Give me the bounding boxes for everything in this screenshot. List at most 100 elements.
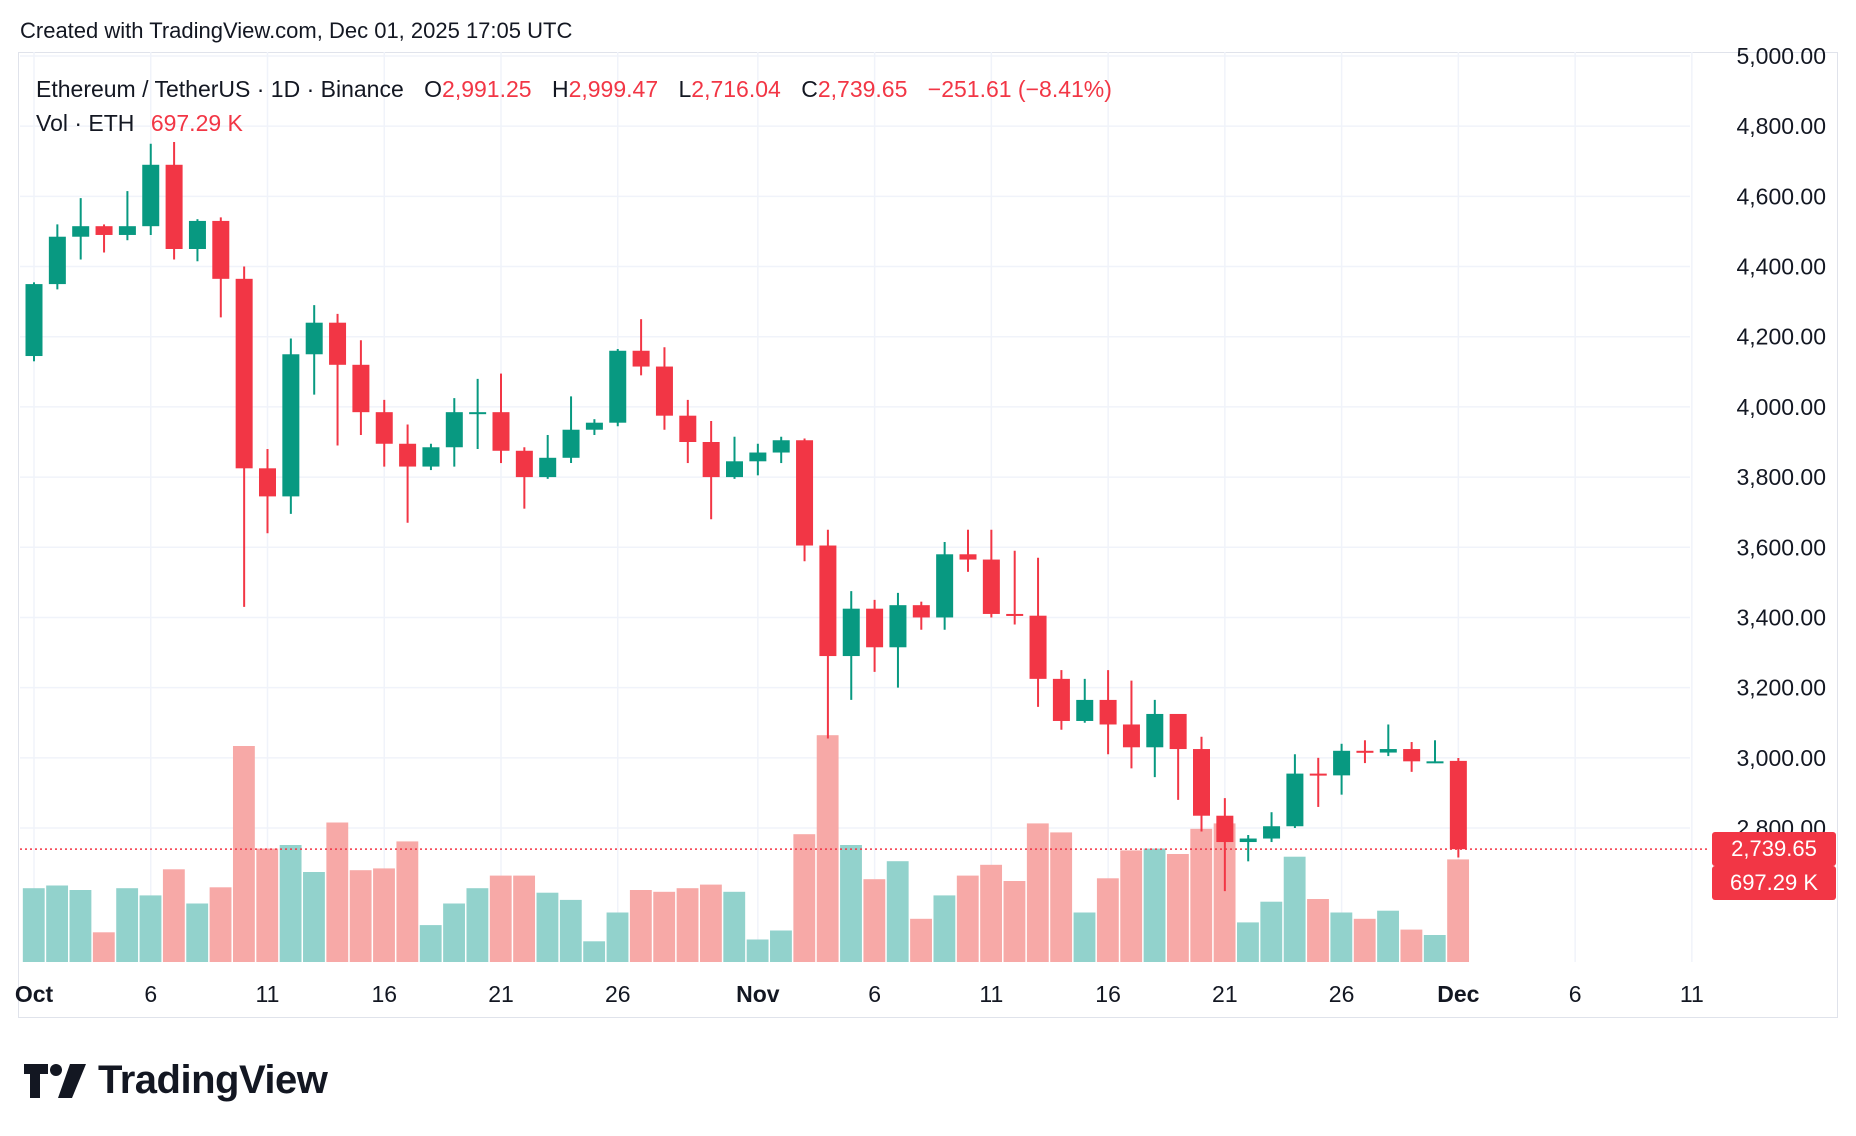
candle — [95, 224, 113, 253]
volume-bar — [1143, 848, 1166, 962]
candle — [772, 436, 790, 464]
brand[interactable]: TradingView — [24, 1058, 328, 1103]
volume-bar — [606, 912, 629, 962]
volume-bar — [840, 845, 862, 962]
volume-bar — [396, 841, 419, 962]
volume-bar — [699, 884, 722, 962]
time-tick-label: 11 — [979, 981, 1003, 1007]
time-tick-label: Oct — [15, 981, 54, 1007]
time-tick-label: 26 — [605, 981, 631, 1007]
candle — [142, 143, 160, 235]
price-tick-label: 4,200.00 — [1736, 324, 1826, 350]
volume-bar — [279, 845, 302, 962]
candle — [515, 447, 533, 509]
candle — [842, 591, 860, 700]
candle — [1052, 670, 1070, 730]
last-volume-tag: 697.29 K — [1712, 866, 1836, 900]
time-tick-label: 26 — [1329, 981, 1355, 1007]
candle — [702, 420, 720, 520]
candle-body — [399, 443, 417, 467]
last-price-tag: 2,739.65 — [1712, 832, 1836, 866]
volume-bar — [676, 888, 699, 962]
price-tick-label: 4,600.00 — [1736, 183, 1826, 209]
candle-body — [1122, 724, 1140, 748]
candle — [72, 198, 90, 260]
candle-body — [842, 608, 860, 657]
price-tick-label: 4,400.00 — [1736, 254, 1826, 280]
candle — [1426, 740, 1444, 764]
volume-bar — [162, 869, 185, 962]
candle-body — [609, 350, 627, 423]
price-tick-label: 3,000.00 — [1736, 745, 1826, 771]
candle — [48, 224, 66, 290]
volume-bar — [69, 890, 92, 962]
candle — [1099, 670, 1117, 755]
candle-body — [48, 236, 66, 285]
volume-bar — [1190, 828, 1213, 962]
candle-body — [772, 440, 790, 453]
volume-bar — [1260, 901, 1283, 962]
volume-bar — [1353, 918, 1376, 962]
candle-body — [1076, 699, 1094, 721]
volume-bar — [1330, 912, 1353, 962]
candle — [539, 434, 557, 479]
time-tick-label: Nov — [736, 981, 780, 1007]
candle-body — [445, 412, 463, 448]
candle — [399, 424, 417, 523]
candle — [609, 349, 627, 427]
symbol-title[interactable]: Ethereum / TetherUS · 1D · Binance — [36, 76, 404, 102]
candle-body — [679, 415, 697, 442]
candle — [726, 436, 743, 479]
candle — [1193, 736, 1210, 832]
candle-body — [375, 412, 393, 444]
volume-bar — [373, 868, 395, 962]
volume-bar — [746, 939, 769, 962]
price-tick-label: 3,400.00 — [1736, 604, 1826, 630]
candle-body — [632, 350, 650, 367]
volume-bar — [653, 891, 676, 962]
candle — [1239, 835, 1257, 862]
candle-body — [702, 442, 720, 478]
candle-body — [1286, 773, 1304, 827]
candle — [1076, 678, 1094, 723]
candle — [1403, 742, 1421, 772]
candle-body — [1146, 713, 1164, 748]
volume-bar — [349, 870, 372, 962]
volume-bar — [1400, 929, 1423, 962]
candle — [352, 340, 370, 435]
low-value: 2,716.04 — [691, 76, 781, 102]
close-label: C — [801, 76, 818, 102]
time-tick-label: Dec — [1437, 981, 1479, 1007]
candle-body — [889, 605, 907, 648]
candle-body — [1239, 838, 1257, 843]
candle-body — [585, 422, 603, 430]
volume-bar — [863, 879, 886, 962]
open-value: 2,991.25 — [442, 76, 532, 102]
time-tick-label: 21 — [488, 981, 514, 1007]
volume-bar — [92, 932, 115, 962]
candle — [959, 529, 977, 572]
candle — [796, 438, 814, 562]
volume-bar — [116, 888, 139, 962]
candle-body — [282, 354, 300, 497]
volume-label[interactable]: Vol · ETH — [36, 110, 135, 136]
volume-bar — [980, 864, 1003, 962]
candle-body — [1426, 761, 1444, 764]
candle-body — [1169, 713, 1187, 750]
volume-bar — [770, 930, 792, 962]
volume-bar — [629, 890, 652, 962]
volume-bar — [816, 735, 839, 962]
candle — [749, 443, 767, 476]
candle — [1263, 812, 1281, 843]
volume-bar — [1237, 922, 1259, 962]
candle-body — [539, 457, 557, 478]
candle — [632, 319, 650, 376]
candle-body — [819, 545, 837, 657]
candle — [1169, 713, 1187, 800]
candle-body — [235, 278, 253, 469]
volume-bar — [1120, 850, 1143, 962]
candle — [912, 601, 930, 630]
candle-body — [142, 164, 160, 227]
candle-body — [305, 322, 323, 355]
